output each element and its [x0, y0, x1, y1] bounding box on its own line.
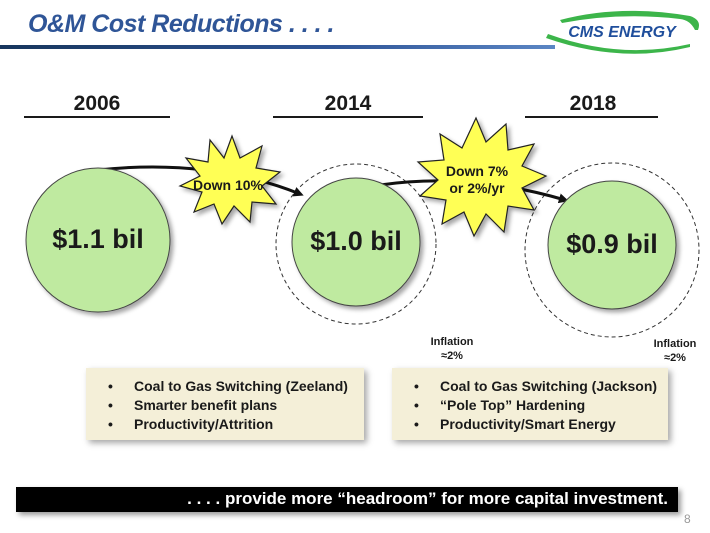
inflation-2018-value: ≈2% — [664, 352, 686, 364]
inflation-2014-value: ≈2% — [441, 350, 463, 362]
logo-text: CMS ENERGY — [568, 24, 677, 41]
year-2014-label: 2014 — [324, 92, 372, 115]
list-item: Coal to Gas Switching (Jackson) — [406, 377, 668, 396]
page-title: O&M Cost Reductions . . . . — [28, 10, 334, 38]
initiatives-box-2014: Coal to Gas Switching (Zeeland) Smarter … — [86, 368, 364, 440]
title-underline — [0, 45, 555, 49]
amount-2014: $1.0 bil — [310, 226, 402, 256]
initiatives-list-2014: Coal to Gas Switching (Zeeland) Smarter … — [86, 368, 364, 434]
reduction-label-1: Down 10% — [192, 177, 263, 193]
inflation-ring-2018 — [524, 162, 700, 338]
reduction-burst-1 — [178, 134, 282, 226]
list-item: Smarter benefit plans — [100, 396, 364, 415]
initiatives-box-2018: Coal to Gas Switching (Jackson) “Pole To… — [392, 368, 668, 440]
year-2006-label: 2006 — [73, 92, 121, 115]
amount-2018: $0.9 bil — [566, 229, 658, 259]
logo-swoosh-bottom — [546, 34, 690, 54]
page-number: 8 — [684, 512, 691, 526]
amount-2006: $1.1 bil — [52, 224, 144, 254]
cms-energy-logo: CMS ENERGY — [546, 10, 699, 54]
cost-circle-2014 — [291, 177, 421, 307]
reduction-label-2-line2: or 2%/yr — [449, 180, 505, 196]
inflation-ring-2014 — [275, 163, 437, 325]
year-2018-rule — [525, 116, 658, 118]
reduction-burst-2 — [416, 116, 548, 238]
inflation-2018-label: Inflation ≈2% — [640, 337, 710, 365]
year-2006-rule — [24, 116, 170, 118]
year-2018-label: 2018 — [569, 92, 617, 115]
inflation-2018-title: Inflation — [653, 338, 697, 350]
year-2014-rule — [273, 116, 423, 118]
logo-swoosh-top — [560, 10, 699, 30]
inflation-2014-title: Inflation — [430, 336, 474, 348]
cost-circle-2006 — [25, 167, 171, 313]
cost-circle-2018 — [547, 180, 677, 310]
list-item: Productivity/Attrition — [100, 415, 364, 434]
list-item: “Pole Top” Hardening — [406, 396, 668, 415]
headroom-banner-text: . . . . provide more “headroom” for more… — [187, 489, 668, 508]
list-item: Coal to Gas Switching (Zeeland) — [100, 377, 364, 396]
inflation-2014-label: Inflation ≈2% — [412, 335, 492, 363]
initiatives-list-2018: Coal to Gas Switching (Jackson) “Pole To… — [392, 368, 668, 434]
reduction-label-2-line1: Down 7% — [445, 163, 509, 179]
headroom-banner: . . . . provide more “headroom” for more… — [16, 487, 678, 512]
list-item: Productivity/Smart Energy — [406, 415, 668, 434]
